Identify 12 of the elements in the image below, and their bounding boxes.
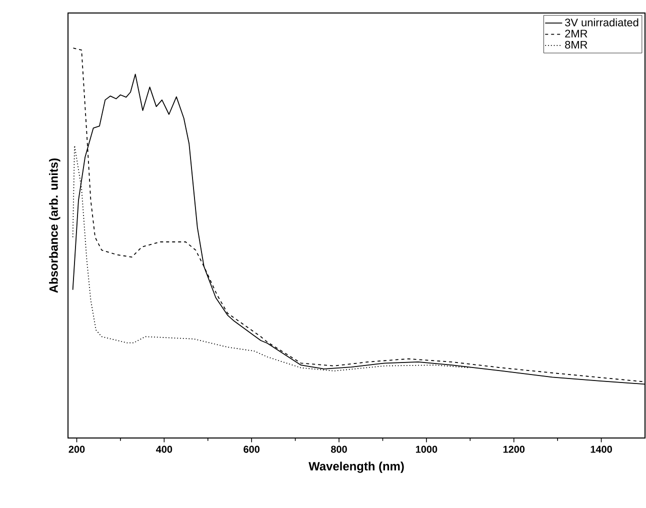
x-tick-label: 800 (331, 446, 347, 453)
x-tick-label: 400 (156, 446, 172, 453)
x-axis-title: Wavelength (nm) (308, 462, 404, 473)
x-tick-label: 1200 (503, 446, 525, 453)
legend-label: 8MR (565, 40, 588, 49)
x-tick-label: 600 (244, 446, 260, 453)
x-tick-label: 1400 (590, 446, 612, 453)
legend-label: 2MR (565, 30, 588, 38)
legend-label: 3V unirradiated (565, 18, 638, 26)
x-tick-label: 1000 (416, 446, 438, 453)
y-axis-title: Absorbance (arb. units) (49, 158, 60, 293)
x-tick-label: 200 (68, 446, 85, 453)
